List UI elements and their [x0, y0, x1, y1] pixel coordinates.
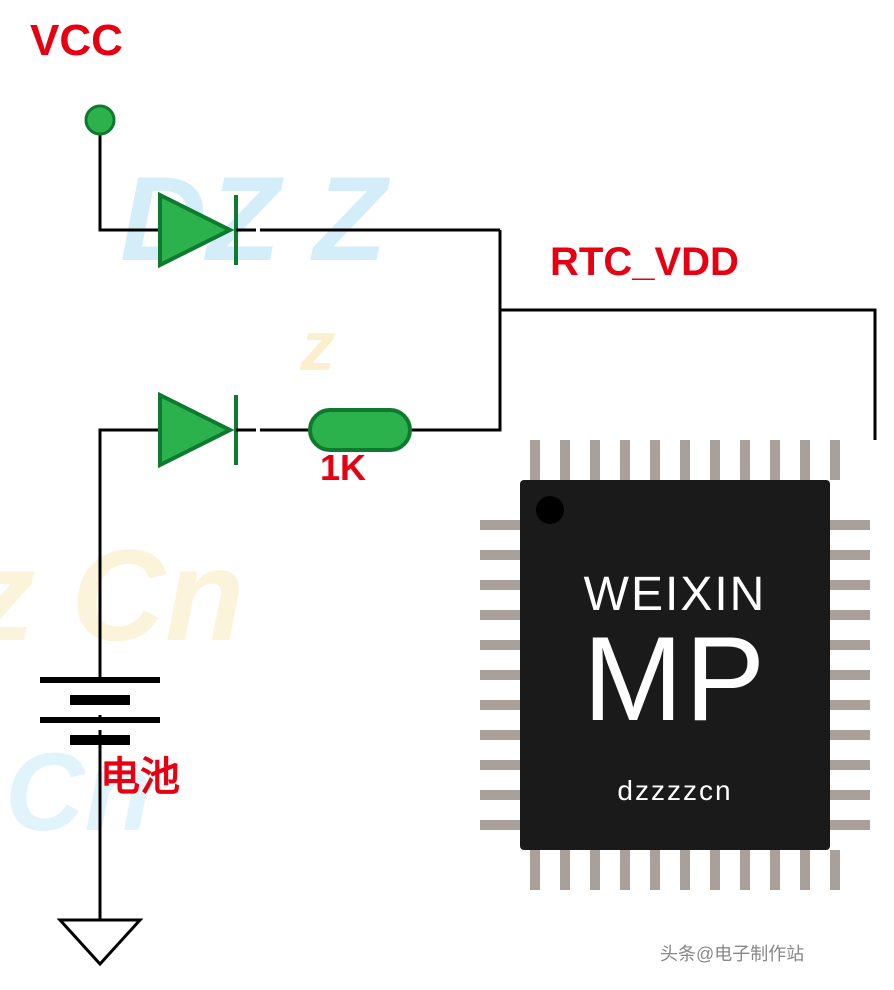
- chip-pin: [480, 670, 520, 680]
- chip-pin: [830, 550, 870, 560]
- chip-pin: [710, 850, 720, 890]
- chip-pin: [620, 850, 630, 890]
- chip-pin: [800, 850, 810, 890]
- chip-pin: [480, 820, 520, 830]
- label-r1k: 1K: [320, 447, 366, 488]
- chip-pin: [830, 640, 870, 650]
- chip-pin: [530, 850, 540, 890]
- chip-pin: [590, 440, 600, 480]
- chip-text-2: MP: [583, 612, 767, 746]
- watermark: z: [299, 307, 335, 385]
- chip-pin: [830, 820, 870, 830]
- chip-pin: [480, 550, 520, 560]
- chip-pin: [680, 850, 690, 890]
- chip-pin: [650, 850, 660, 890]
- chip: WEIXINMPdzzzzcn: [480, 440, 870, 890]
- vcc-node: [86, 106, 114, 134]
- chip-pin: [830, 850, 840, 890]
- chip-pin: [830, 610, 870, 620]
- chip-pin: [770, 850, 780, 890]
- chip-pin: [830, 730, 870, 740]
- chip-pin: [830, 700, 870, 710]
- chip-pin: [830, 580, 870, 590]
- chip-pin: [620, 440, 630, 480]
- chip-pin: [560, 850, 570, 890]
- chip-pin: [560, 440, 570, 480]
- chip-pin: [480, 640, 520, 650]
- chip-pin: [830, 760, 870, 770]
- chip-pin: [480, 700, 520, 710]
- chip-text-3: dzzzzcn: [617, 775, 732, 806]
- chip-pin: [650, 440, 660, 480]
- chip-pin: [480, 760, 520, 770]
- watermark: z Cn: [0, 522, 244, 668]
- chip-pin: [830, 440, 840, 480]
- chip-pin: [770, 440, 780, 480]
- chip-pin: [830, 670, 870, 680]
- chip-pin: [530, 440, 540, 480]
- chip-pin: [590, 850, 600, 890]
- chip-pin: [480, 580, 520, 590]
- chip-pin: [480, 790, 520, 800]
- label-vcc: VCC: [30, 16, 123, 65]
- chip-pin: [740, 850, 750, 890]
- chip-pin: [830, 790, 870, 800]
- chip-pin: [740, 440, 750, 480]
- chip-pin: [480, 610, 520, 620]
- label-credit: 头条@电子制作站: [660, 944, 804, 964]
- chip-pin1-dot: [536, 496, 564, 524]
- resistor: [310, 410, 410, 450]
- chip-pin: [480, 730, 520, 740]
- circuit-diagram: DZ Zzz CnCnWEIXINMPdzzzzcnVCCRTC_VDD1K电池…: [0, 0, 894, 990]
- chip-pin: [830, 520, 870, 530]
- label-rtcvdd: RTC_VDD: [550, 240, 739, 284]
- label-battery: 电池: [100, 755, 180, 799]
- chip-pin: [710, 440, 720, 480]
- chip-pin: [480, 520, 520, 530]
- chip-pin: [680, 440, 690, 480]
- chip-pin: [800, 440, 810, 480]
